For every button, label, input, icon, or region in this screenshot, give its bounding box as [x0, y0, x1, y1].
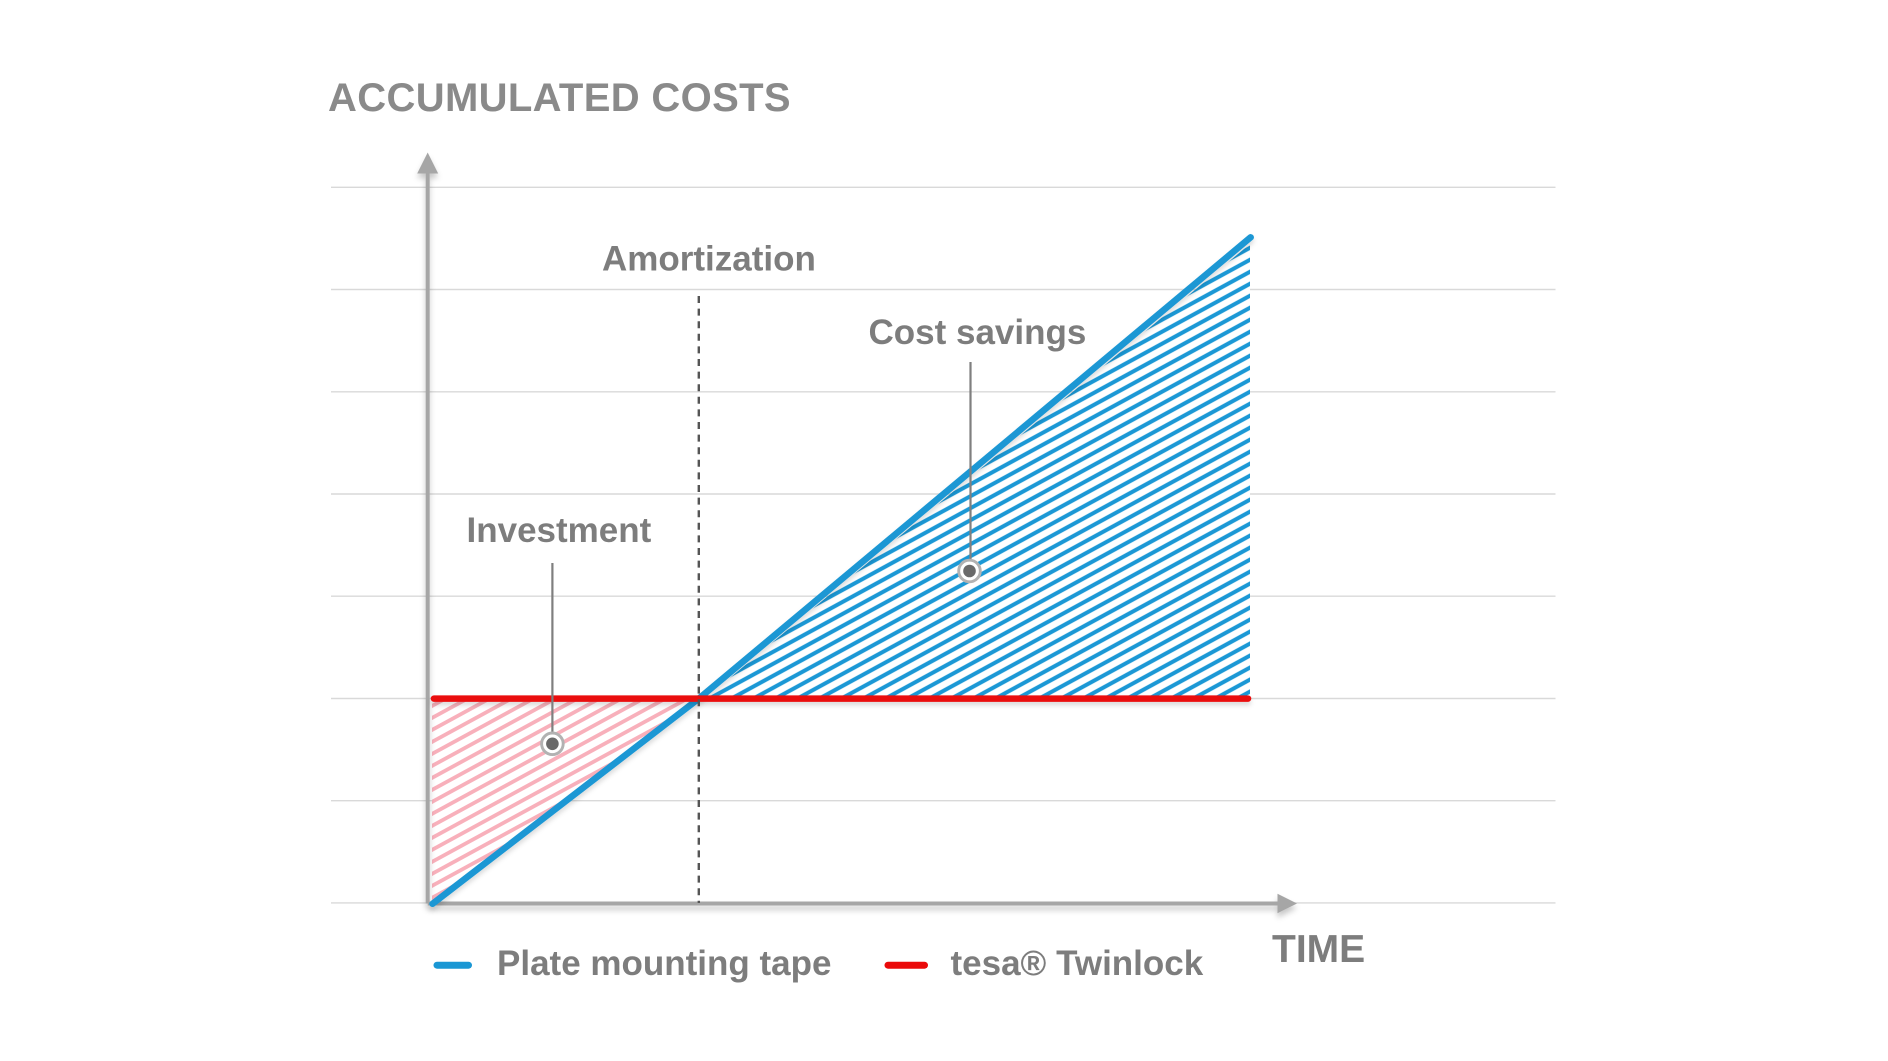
svg-text:Plate mounting tape: Plate mounting tape — [497, 944, 831, 983]
svg-text:TIME: TIME — [1272, 928, 1365, 971]
svg-text:ACCUMULATED COSTS: ACCUMULATED COSTS — [328, 76, 791, 120]
svg-text:Cost savings: Cost savings — [869, 313, 1087, 352]
svg-text:Investment: Investment — [467, 511, 652, 550]
svg-text:Amortization: Amortization — [602, 240, 816, 279]
svg-text:tesa® Twinlock: tesa® Twinlock — [951, 944, 1204, 983]
